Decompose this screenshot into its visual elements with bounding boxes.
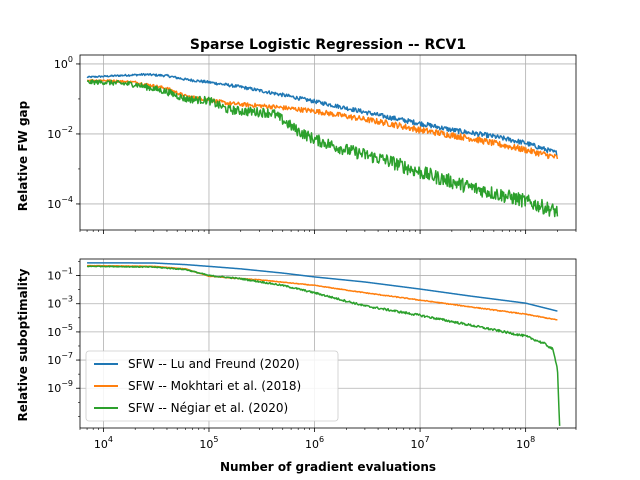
panel-0: 100 10−2 10−4 xyxy=(47,54,577,234)
x-tick-label-3: 107 xyxy=(411,435,430,451)
y-tick-label-2: 10−4 xyxy=(47,195,73,211)
y-tick-label-1: 10−2 xyxy=(47,125,73,141)
plot-frame xyxy=(79,258,577,429)
y-tick-label-4: 10−9 xyxy=(47,379,73,395)
y-tick-label-2: 10−5 xyxy=(47,323,73,339)
chart-title: Sparse Logistic Regression -- RCV1 xyxy=(190,37,466,53)
y-tick-label-3: 10−7 xyxy=(47,351,73,367)
series-line-lu-freund xyxy=(86,262,558,312)
y-tick-label-1: 10−3 xyxy=(47,295,73,311)
plot-frame xyxy=(79,54,577,231)
legend: SFW -- Lu and Freund (2020) SFW -- Mokhta… xyxy=(85,350,339,422)
x-axis-title: Number of gradient evaluations xyxy=(220,460,436,474)
y-axis-title-suboptimality: Relative suboptimality xyxy=(16,268,30,421)
legend-label-1: SFW -- Mokhtari et al. (2018) xyxy=(128,379,301,393)
x-tick-label-2: 106 xyxy=(305,435,324,451)
legend-box xyxy=(85,350,339,422)
series-line-mokhtari xyxy=(86,264,558,321)
y-axis-title-fw-gap: Relative FW gap xyxy=(16,100,30,211)
series-line-negiar xyxy=(86,79,559,218)
y-tick-label-0: 10−1 xyxy=(47,267,73,283)
x-tick-label-1: 105 xyxy=(199,435,218,451)
x-tick-label-4: 108 xyxy=(516,435,535,451)
legend-label-0: SFW -- Lu and Freund (2020) xyxy=(128,357,300,371)
series-line-lu-freund xyxy=(86,72,558,157)
x-tick-label-0: 104 xyxy=(94,435,113,451)
legend-label-2: SFW -- Négiar et al. (2020) xyxy=(128,401,288,415)
panel-1: 104 105 106 107 108 10−1 10−3 10−5 10−7 10−9 xyxy=(47,258,577,451)
series-line-negiar xyxy=(86,265,561,426)
series-line-mokhtari xyxy=(86,78,559,160)
y-tick-label-0: 100 xyxy=(54,55,73,71)
